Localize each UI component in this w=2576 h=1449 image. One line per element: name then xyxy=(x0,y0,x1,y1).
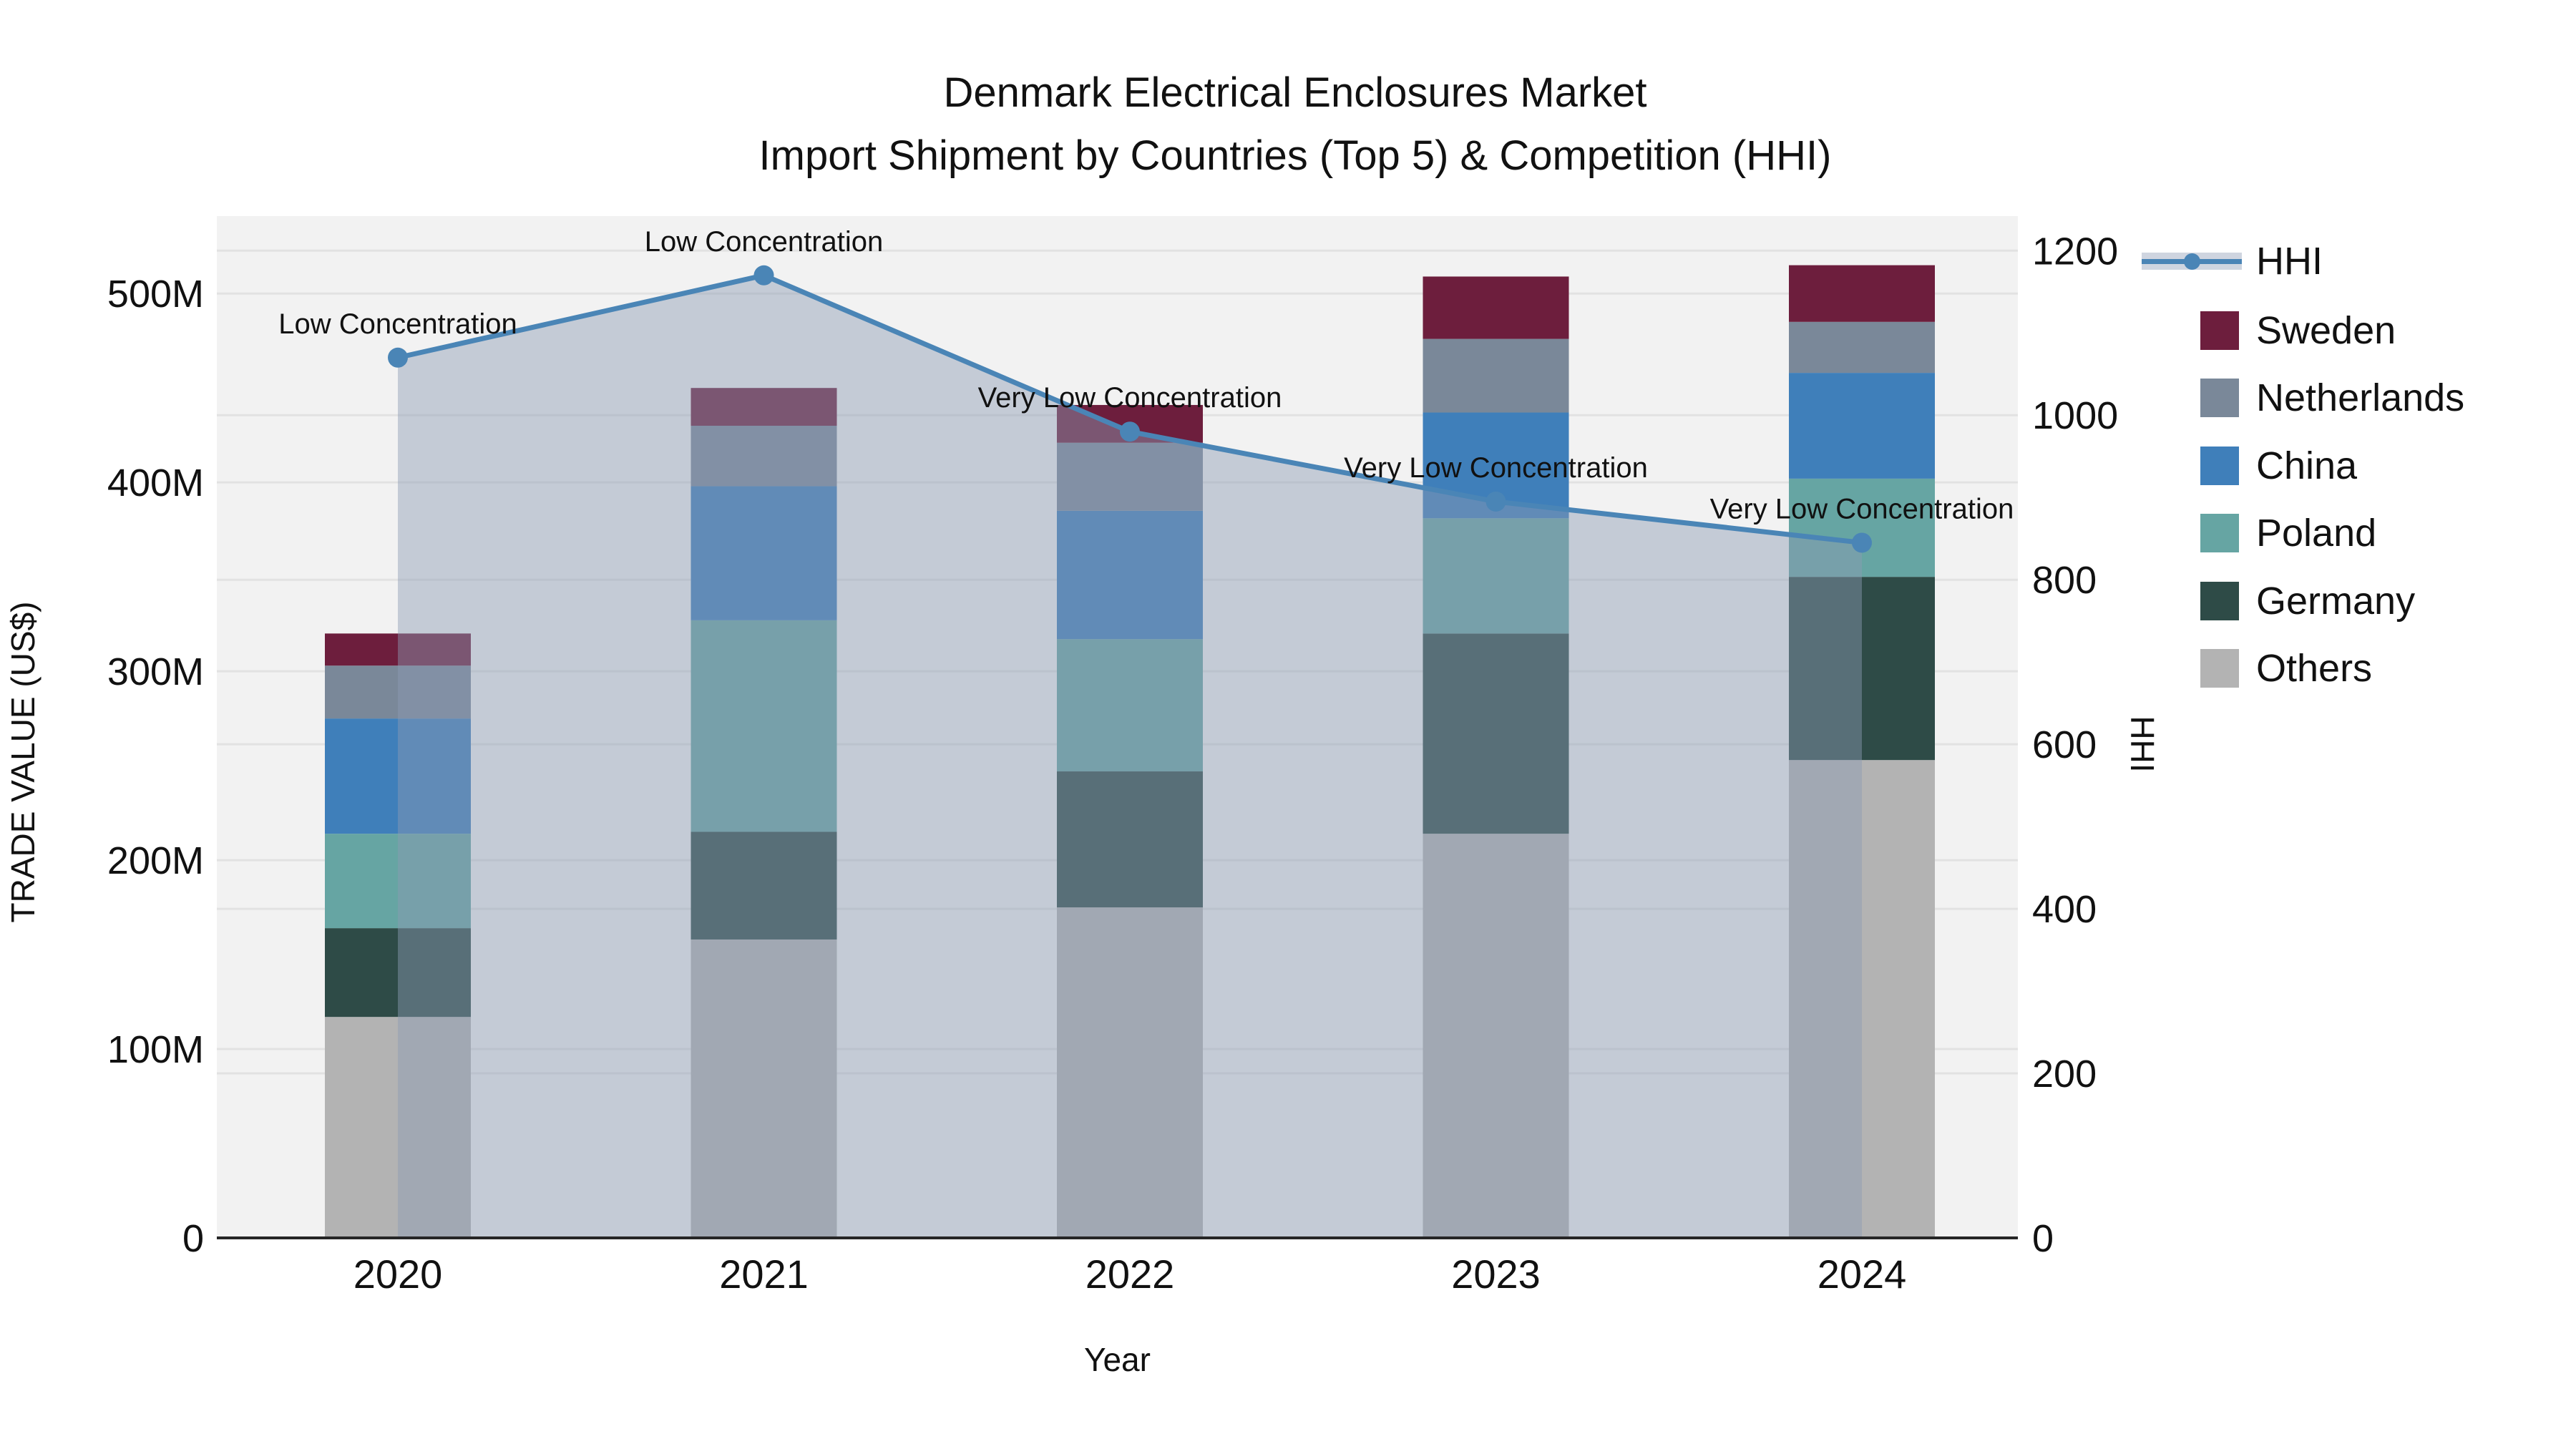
legend-item-poland: Poland xyxy=(2142,512,2377,555)
bar-segment-netherlands-2022 xyxy=(1057,442,1203,511)
y-left-tick-label: 500M xyxy=(107,273,204,316)
bar-segment-sweden-2021 xyxy=(691,388,837,426)
bar-segment-netherlands-2021 xyxy=(691,425,837,487)
hhi-area-fill xyxy=(398,275,1862,1239)
legend-label: Germany xyxy=(2256,580,2416,623)
bar-segment-sweden-2024 xyxy=(1789,265,1935,322)
legend-item-netherlands: Netherlands xyxy=(2142,376,2465,419)
y-left-tick-label: 0 xyxy=(182,1217,204,1260)
bar-segment-poland-2021 xyxy=(691,620,837,832)
legend-item-germany: Germany xyxy=(2142,580,2416,623)
legend-item-sweden: Sweden xyxy=(2142,309,2396,352)
color-swatch-icon xyxy=(2142,447,2256,485)
y-left-tick-label: 400M xyxy=(107,462,204,504)
annotation-2024: Very Low Concentration xyxy=(1710,493,2014,525)
y-right-tick-label: 0 xyxy=(2032,1217,2054,1260)
x-tick-label-2021: 2021 xyxy=(719,1252,809,1297)
bar-segment-netherlands-2023 xyxy=(1423,338,1569,413)
color-swatch-icon xyxy=(2142,649,2256,688)
bar-segment-others-2023 xyxy=(1423,834,1569,1238)
color-swatch-icon xyxy=(2142,311,2256,350)
legend-item-others: Others xyxy=(2142,647,2373,690)
bar-segment-germany-2024 xyxy=(1789,577,1935,761)
color-swatch-icon xyxy=(2142,514,2256,552)
hhi-marker-2020 xyxy=(388,347,408,368)
x-tick-label-2022: 2022 xyxy=(1085,1252,1175,1297)
annotation-2020: Low Concentration xyxy=(278,308,517,340)
bar-segment-others-2022 xyxy=(1057,907,1203,1238)
legend-label: Netherlands xyxy=(2256,376,2465,419)
hhi-marker-2024 xyxy=(1852,532,1872,553)
chart-title: Denmark Electrical Enclosures Market xyxy=(943,69,1647,116)
chart-subtitle: Import Shipment by Countries (Top 5) & C… xyxy=(758,132,1832,179)
y-right-tick-label: 1200 xyxy=(2032,230,2118,273)
y-left-tick-label: 300M xyxy=(107,650,204,693)
y-right-tick-label: 200 xyxy=(2032,1053,2097,1096)
y-right-tick-label: 1000 xyxy=(2032,394,2118,437)
y-left-tick-label: 200M xyxy=(107,839,204,882)
bar-segment-germany-2022 xyxy=(1057,771,1203,908)
bar-segment-poland-2024 xyxy=(1789,478,1935,577)
bar-segment-others-2024 xyxy=(1789,760,1935,1238)
annotation-2022: Very Low Concentration xyxy=(978,382,1282,414)
y-right-axis-title: HHI xyxy=(2124,716,2161,772)
bar-segment-others-2020 xyxy=(325,1017,471,1238)
x-tick-label-2023: 2023 xyxy=(1451,1252,1541,1297)
legend-label: Others xyxy=(2256,647,2373,690)
y-right-tick-label: 600 xyxy=(2032,723,2097,766)
hhi-marker-2022 xyxy=(1120,421,1140,442)
bar-segment-poland-2022 xyxy=(1057,639,1203,772)
color-swatch-icon xyxy=(2142,582,2256,620)
bar-segment-poland-2020 xyxy=(325,834,471,929)
y-right-tick-label: 400 xyxy=(2032,888,2097,931)
annotation-2023: Very Low Concentration xyxy=(1344,452,1648,484)
y-left-tick-label: 100M xyxy=(107,1028,204,1071)
bar-segment-poland-2023 xyxy=(1423,518,1569,634)
hhi-marker-2021 xyxy=(753,265,774,286)
y-left-axis-title: TRADE VALUE (US$) xyxy=(4,601,42,922)
bar-segment-china-2022 xyxy=(1057,510,1203,640)
bar-segment-sweden-2023 xyxy=(1423,276,1569,339)
legend-label: Sweden xyxy=(2256,309,2396,352)
legend-label: China xyxy=(2256,444,2358,487)
bar-segment-germany-2023 xyxy=(1423,633,1569,834)
bar-segment-germany-2021 xyxy=(691,831,837,940)
legend-item-china: China xyxy=(2142,444,2358,487)
bar-segment-china-2021 xyxy=(691,486,837,620)
x-tick-label-2020: 2020 xyxy=(353,1252,443,1297)
legend-label: HHI xyxy=(2256,240,2323,283)
x-axis-title: Year xyxy=(1084,1341,1151,1378)
color-swatch-icon xyxy=(2142,379,2256,417)
bar-segment-netherlands-2020 xyxy=(325,665,471,719)
bar-segment-netherlands-2024 xyxy=(1789,321,1935,374)
bar-segment-china-2020 xyxy=(325,718,471,834)
bar-segment-sweden-2020 xyxy=(325,633,471,666)
legend-label: Poland xyxy=(2256,512,2377,555)
legend-item-hhi: HHI xyxy=(2142,240,2323,283)
hhi-marker-2023 xyxy=(1485,491,1506,512)
y-right-tick-label: 800 xyxy=(2032,559,2097,602)
bar-segment-others-2021 xyxy=(691,939,837,1238)
annotation-2021: Low Concentration xyxy=(645,226,884,258)
bar-segment-germany-2020 xyxy=(325,928,471,1018)
hhi-line-swatch-icon xyxy=(2142,252,2256,270)
bar-segment-china-2024 xyxy=(1789,373,1935,479)
x-tick-label-2024: 2024 xyxy=(1818,1252,1907,1297)
